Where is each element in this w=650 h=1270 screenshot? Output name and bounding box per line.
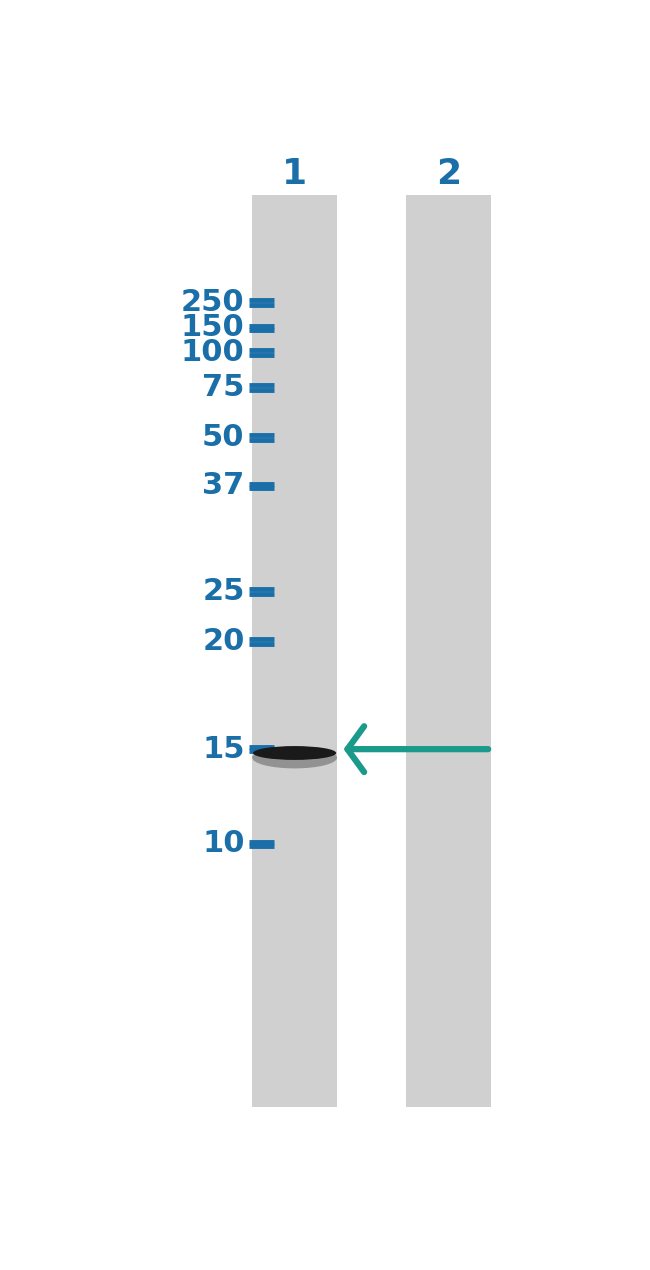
Text: 37: 37	[202, 471, 244, 500]
Text: 150: 150	[181, 314, 244, 343]
Ellipse shape	[253, 745, 336, 759]
Text: 2: 2	[436, 157, 462, 190]
Bar	[252, 194, 337, 1107]
Text: 1: 1	[282, 157, 307, 190]
Bar	[406, 194, 491, 1107]
Text: 250: 250	[181, 288, 244, 318]
Text: 75: 75	[202, 373, 244, 401]
Text: 100: 100	[181, 338, 244, 367]
Text: 25: 25	[202, 577, 244, 606]
Text: 50: 50	[202, 423, 244, 452]
Text: 10: 10	[202, 829, 244, 859]
Text: 20: 20	[202, 627, 244, 655]
Text: 15: 15	[202, 734, 244, 763]
Ellipse shape	[252, 747, 337, 768]
